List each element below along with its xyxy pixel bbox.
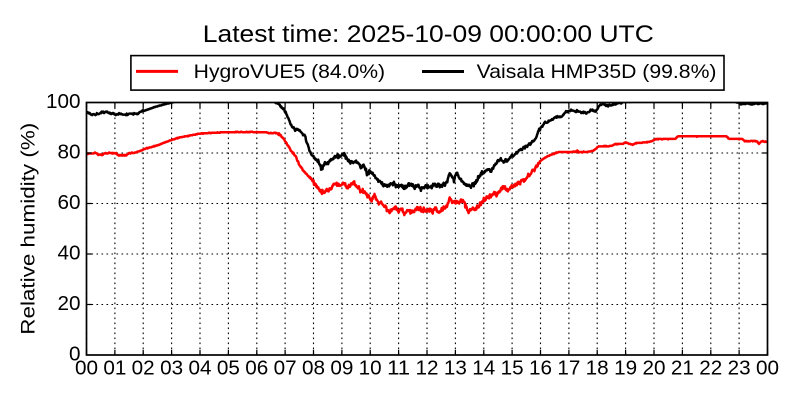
svg-text:60: 60: [58, 192, 81, 214]
svg-text:22: 22: [699, 358, 722, 380]
svg-text:07: 07: [274, 358, 297, 380]
svg-text:19: 19: [614, 358, 637, 380]
svg-text:11: 11: [387, 358, 410, 380]
svg-text:00: 00: [75, 358, 98, 380]
svg-text:0: 0: [69, 344, 81, 366]
svg-text:16: 16: [529, 358, 552, 380]
svg-text:Vaisala HMP35D (99.8%): Vaisala HMP35D (99.8%): [477, 62, 717, 83]
svg-text:03: 03: [160, 358, 183, 380]
svg-text:23: 23: [728, 358, 751, 380]
svg-text:15: 15: [501, 358, 524, 380]
svg-text:100: 100: [46, 91, 81, 113]
svg-text:18: 18: [586, 358, 609, 380]
svg-text:21: 21: [671, 358, 694, 380]
svg-text:14: 14: [472, 358, 495, 380]
svg-text:80: 80: [58, 142, 81, 164]
svg-text:40: 40: [58, 243, 81, 265]
svg-text:01: 01: [103, 358, 126, 380]
svg-text:20: 20: [58, 293, 81, 315]
svg-text:Relative humidity (%): Relative humidity (%): [19, 123, 40, 335]
svg-text:05: 05: [217, 358, 240, 380]
svg-text:12: 12: [416, 358, 439, 380]
svg-text:17: 17: [557, 358, 580, 380]
svg-text:08: 08: [302, 358, 325, 380]
svg-text:04: 04: [189, 358, 212, 380]
svg-text:02: 02: [132, 358, 155, 380]
svg-text:HygroVUE5 (84.0%): HygroVUE5 (84.0%): [194, 62, 385, 83]
svg-text:Latest time: 2025-10-09 00:00:: Latest time: 2025-10-09 00:00:00 UTC: [203, 22, 654, 48]
svg-text:09: 09: [330, 358, 353, 380]
svg-text:10: 10: [359, 358, 382, 380]
svg-text:06: 06: [245, 358, 268, 380]
svg-text:13: 13: [444, 358, 467, 380]
svg-text:00: 00: [756, 358, 779, 380]
svg-text:20: 20: [643, 358, 666, 380]
